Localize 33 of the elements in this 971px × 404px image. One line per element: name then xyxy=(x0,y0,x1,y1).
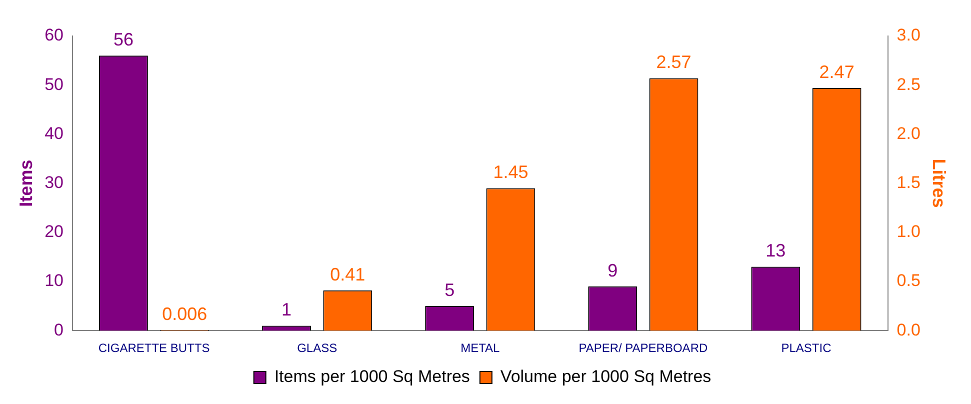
data-label: 0.41 xyxy=(330,264,366,284)
y-tick-label: 30 xyxy=(44,172,64,192)
data-label: 0.006 xyxy=(162,304,208,324)
x-tick-label: PLASTIC xyxy=(781,341,832,356)
y2-tick-label: 0.5 xyxy=(896,271,920,290)
y-tick-label: 60 xyxy=(44,26,64,45)
y2-tick-label: 2.5 xyxy=(896,74,920,94)
y2-tick-label: 1.0 xyxy=(896,222,920,242)
legend-label: Volume per 1000 Sq Metres xyxy=(500,367,712,386)
data-label: 56 xyxy=(113,30,134,50)
y-tick-label: 40 xyxy=(44,124,64,143)
x-tick-label: GLASS xyxy=(297,341,338,356)
y-tick-label: 10 xyxy=(44,271,64,290)
data-label: 1 xyxy=(282,300,292,320)
x-tick-label: PAPER/ PAPERBOARD xyxy=(578,341,708,356)
data-label: 13 xyxy=(766,240,786,261)
data-label: 5 xyxy=(444,280,455,300)
y-tick-label: 0 xyxy=(54,320,64,340)
data-label: 1.45 xyxy=(493,162,528,182)
y2-tick-label: 2.0 xyxy=(896,124,920,143)
x-tick-label: METAL xyxy=(460,341,500,356)
y-axis-title: Items xyxy=(16,160,36,207)
legend-label: Items per 1000 Sq Metres xyxy=(274,367,470,386)
y2-tick-label: 3.0 xyxy=(896,26,920,45)
y2-tick-label: 1.5 xyxy=(896,172,920,192)
y2-axis-title: Litres xyxy=(929,158,950,208)
y2-tick-label: 0.0 xyxy=(896,320,920,340)
y-tick-label: 20 xyxy=(44,222,64,242)
data-label: 2.57 xyxy=(656,52,692,72)
y-tick-label: 50 xyxy=(44,74,64,94)
data-label: 2.47 xyxy=(819,62,854,82)
x-tick-label: CIGARETTE BUTTS xyxy=(98,341,210,356)
data-label: 9 xyxy=(608,260,618,280)
